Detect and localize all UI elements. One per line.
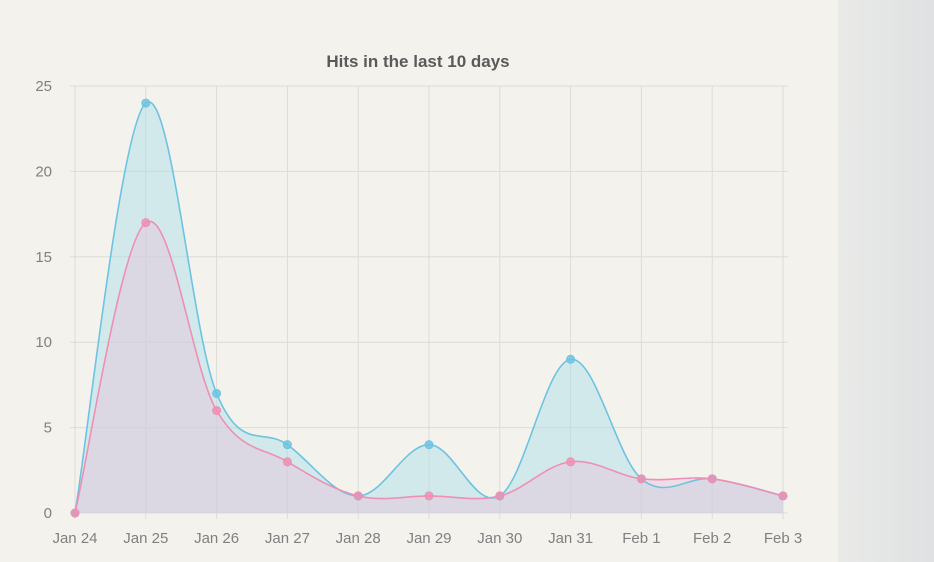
x-axis-ticks: Jan 24 Jan 25 Jan 26 Jan 27 Jan 28 Jan 29 Jan … — [52, 530, 802, 547]
y-axis-ticks: 0 5 10 15 20 25 — [35, 78, 52, 522]
x-tick-label: Jan 27 — [265, 530, 310, 547]
x-tick-label: Jan 26 — [194, 530, 239, 547]
x-tick-label: Jan 28 — [336, 530, 381, 547]
data-point — [707, 474, 717, 484]
data-point — [566, 457, 576, 467]
data-point — [424, 491, 434, 501]
y-tick-label: 20 — [35, 163, 52, 180]
series-points — [70, 98, 788, 518]
series-line-1 — [74, 101, 784, 514]
data-point — [353, 491, 363, 501]
y-tick-label: 25 — [35, 78, 52, 95]
y-tick-label: 5 — [44, 420, 52, 437]
x-tick-label: Feb 1 — [622, 530, 660, 547]
data-point — [566, 354, 576, 364]
chart-title: Hits in the last 10 days — [326, 52, 509, 71]
x-tick-label: Jan 29 — [406, 530, 451, 547]
y-tick-label: 15 — [35, 249, 52, 266]
x-tick-label: Jan 31 — [548, 530, 593, 547]
data-point — [636, 474, 646, 484]
data-point — [282, 457, 292, 467]
data-point — [495, 491, 505, 501]
data-point — [212, 388, 222, 398]
x-tick-label: Jan 25 — [123, 530, 168, 547]
chart-canvas-area — [0, 0, 838, 562]
data-point — [282, 440, 292, 450]
grid-lines — [70, 85, 788, 519]
y-tick-label: 10 — [35, 334, 52, 351]
series-area-2 — [75, 221, 783, 513]
data-point — [778, 491, 788, 501]
data-point — [212, 406, 222, 416]
data-point — [141, 98, 151, 108]
x-tick-label: Feb 2 — [693, 530, 731, 547]
data-point — [424, 440, 434, 450]
data-point — [141, 218, 151, 228]
x-tick-label: Jan 30 — [477, 530, 522, 547]
side-strip — [838, 0, 934, 562]
x-tick-label: Jan 24 — [52, 530, 97, 547]
data-point — [70, 508, 80, 518]
y-tick-label: 0 — [44, 505, 52, 522]
x-tick-label: Feb 3 — [764, 530, 802, 547]
